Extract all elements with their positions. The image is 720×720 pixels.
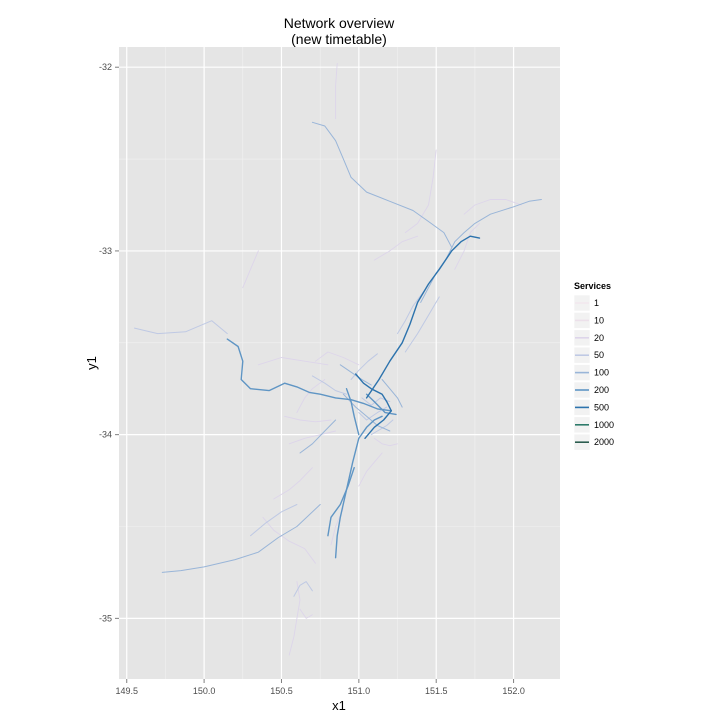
- y-tick-label: -33: [99, 246, 112, 256]
- legend-label: 2000: [594, 437, 614, 447]
- legend-label: 500: [594, 402, 609, 412]
- network-line-500: [364, 410, 392, 439]
- network-line-20: [299, 608, 313, 619]
- legend-label: 200: [594, 385, 609, 395]
- y-tick-label: -35: [99, 613, 112, 623]
- y-tick-label: -32: [99, 62, 112, 72]
- legend-label: 20: [594, 333, 604, 343]
- network-line-20: [358, 452, 383, 487]
- network-line-200: [327, 467, 355, 537]
- network-line-20: [284, 415, 332, 423]
- network-line-50: [370, 419, 394, 436]
- legend-title: Services: [574, 281, 611, 291]
- network-line-20: [288, 581, 301, 656]
- network-lines: [134, 63, 542, 656]
- network-line-20: [335, 63, 338, 120]
- network-line-100: [299, 419, 337, 454]
- legend-label: 1000: [594, 420, 614, 430]
- network-line-200: [365, 393, 397, 416]
- chart-title: Network overview: [284, 15, 395, 31]
- network-line-20: [257, 357, 329, 366]
- network-line-20: [242, 250, 259, 289]
- network-line-100: [161, 504, 321, 573]
- grid-lines: [119, 47, 560, 679]
- network-line-20: [296, 379, 326, 414]
- network-line-20: [288, 430, 337, 445]
- network-line-100: [381, 379, 403, 408]
- x-tick-label: 152.0: [502, 686, 525, 696]
- y-tick-label: -34: [99, 430, 112, 440]
- y-axis-title: y1: [84, 356, 99, 370]
- plot-panel: [119, 47, 560, 679]
- legend-label: 50: [594, 350, 604, 360]
- network-line-50: [134, 320, 228, 335]
- network-line-20: [273, 467, 313, 500]
- axis-ticks: 149.5 150.0 150.5 151.0 151.5 152.0 -32 -33 -34 -…: [99, 62, 525, 696]
- network-line-50: [311, 375, 347, 395]
- chart-subtitle: (new timetable): [291, 31, 387, 47]
- network-line-50: [404, 296, 440, 353]
- network-line-500: [355, 373, 392, 412]
- legend-label: 1: [594, 298, 599, 308]
- network-line-20: [463, 199, 522, 215]
- legend-label: 100: [594, 368, 609, 378]
- x-tick-label: 149.5: [115, 686, 138, 696]
- network-line-20: [404, 149, 437, 234]
- x-tick-label: 150.5: [270, 686, 293, 696]
- network-line-200: [345, 388, 360, 436]
- x-tick-label: 151.5: [425, 686, 448, 696]
- network-line-200: [226, 338, 392, 412]
- network-line-20: [262, 516, 316, 564]
- network-line-20: [454, 222, 480, 270]
- legend-label: 10: [594, 315, 604, 325]
- x-tick-label: 150.0: [193, 686, 216, 696]
- network-line-500: [365, 235, 481, 399]
- network-line-50: [293, 581, 313, 597]
- network-line-200: [334, 415, 383, 559]
- network-line-50: [250, 504, 298, 537]
- x-tick-label: 151.0: [348, 686, 371, 696]
- network-line-20: [315, 351, 360, 366]
- network-line-20: [373, 437, 398, 447]
- legend: Services 1 10 20 50 100 200 500 1000 2000: [573, 281, 614, 451]
- x-axis-title: x1: [332, 698, 346, 713]
- network-line-50: [397, 290, 425, 335]
- network-line-20: [373, 235, 419, 261]
- network-line-100: [311, 121, 453, 248]
